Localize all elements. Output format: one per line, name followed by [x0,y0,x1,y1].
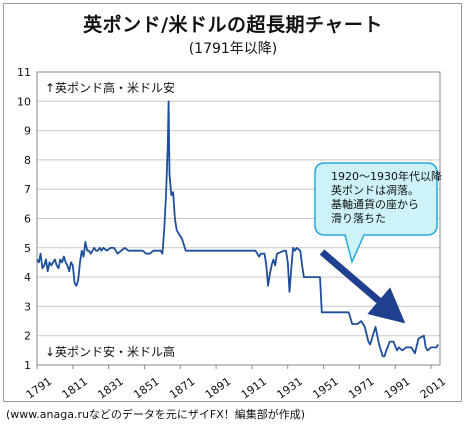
x-tick-label: 1791 [24,375,54,402]
x-tick-label: 1911 [239,375,269,402]
top-direction-label: ↑英ポンド高・米ドル安 [45,80,175,95]
y-tick-label: 2 [24,330,31,343]
x-tick-label: 1811 [60,375,90,402]
chart-title: 英ポンド/米ドルの超長期チャート [83,14,383,36]
decline-arrow [319,249,406,324]
y-tick-label: 1 [24,359,31,372]
x-tick-label: 1831 [95,375,125,402]
x-tick-label: 1871 [167,375,197,402]
callout-line-4: 滑り落ちた [331,212,386,225]
x-tick-label: 1931 [275,375,305,402]
y-tick-label: 8 [24,154,31,167]
x-tick-label: 1991 [382,375,412,402]
y-tick-label: 4 [24,271,31,284]
x-tick-label: 1851 [131,375,161,402]
callout-line-2: 英ポンドは凋落。 [331,183,419,197]
y-tick-label: 10 [17,95,31,108]
x-axis-ticks: 1791 1811 1831 1851 1871 1891 1911 1931 1951 1971… [24,365,448,401]
callout-line-3: 基軸通貨の座から [331,197,419,211]
callout-box: 1920～1930年代以降 英ポンドは凋落。 基軸通貨の座から 滑り落ちた [314,162,442,265]
x-tick-label: 2011 [418,375,448,402]
y-tick-label: 5 [24,242,31,255]
plot-border [36,71,441,366]
y-axis-ticks: 1 2 3 4 5 6 7 8 9 10 11 [17,66,31,372]
chart-subtitle: (1791年以降) [188,41,278,57]
y-tick-label: 7 [24,183,31,196]
callout-shape [314,162,438,265]
series-line-0 [36,100,439,358]
bottom-direction-label: ↓英ポンド安・米ドル高 [45,344,175,359]
source-note: (www.anaga.ruなどのデータを元にザイFX！編集部が作成) [6,408,306,421]
x-tick-label: 1951 [310,375,340,402]
y-tick-label: 11 [17,66,31,79]
y-tick-label: 9 [24,125,31,138]
series-group [36,100,439,358]
x-tick-label: 1891 [203,375,233,402]
x-tick-label: 1971 [346,375,376,402]
y-tick-label: 3 [24,300,31,313]
callout-line-1: 1920～1930年代以降 [331,169,442,183]
y-tick-label: 6 [24,213,31,226]
